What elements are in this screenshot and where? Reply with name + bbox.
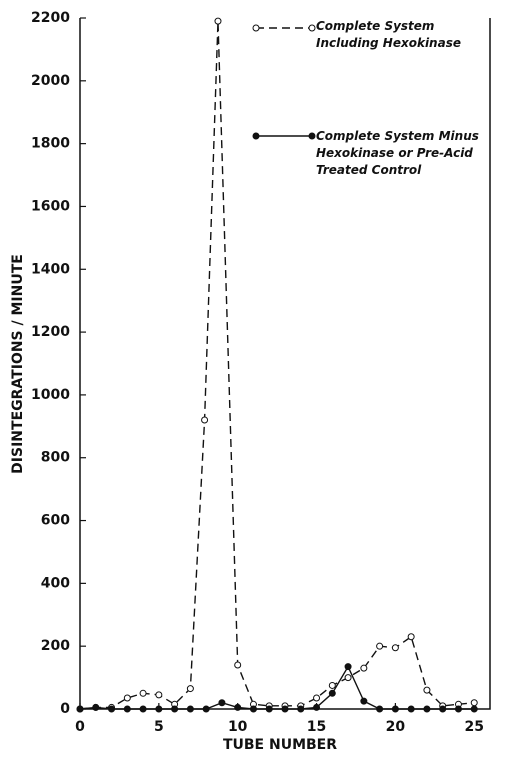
data-point: [201, 416, 209, 424]
x-tick-label: 10: [228, 719, 248, 735]
data-point: [186, 705, 194, 713]
data-point: [265, 705, 273, 713]
data-point: [391, 705, 399, 713]
data-point: [470, 705, 478, 713]
data-point: [281, 705, 289, 713]
x-axis-label: TUBE NUMBER: [223, 737, 337, 753]
data-point: [155, 691, 163, 699]
data-point: [313, 703, 321, 711]
y-axis-label: DISINTEGRATIONS / MINUTE: [10, 254, 26, 474]
data-point: [234, 661, 242, 669]
data-point: [423, 686, 431, 694]
data-point: [470, 699, 478, 707]
data-point: [344, 663, 352, 671]
y-tick-label: 400: [41, 575, 70, 591]
data-point: [407, 633, 415, 641]
data-point: [407, 705, 415, 713]
data-point: [92, 703, 100, 711]
data-point: [155, 705, 163, 713]
x-tick-label: 5: [154, 719, 164, 735]
data-point: [139, 705, 147, 713]
data-point: [376, 705, 384, 713]
data-point: [328, 681, 336, 689]
y-tick-label: 1200: [31, 324, 70, 340]
data-point: [391, 644, 399, 652]
legend-marker: [308, 132, 316, 140]
data-point: [249, 705, 257, 713]
legend-marker: [252, 132, 260, 140]
data-point: [360, 664, 368, 672]
data-point: [214, 17, 222, 25]
data-point: [139, 689, 147, 697]
data-point: [313, 694, 321, 702]
data-point: [171, 705, 179, 713]
y-tick-label: 0: [60, 701, 70, 717]
y-tick-label: 800: [41, 450, 70, 466]
data-point: [344, 674, 352, 682]
x-tick-label: 25: [464, 719, 483, 735]
data-point: [76, 705, 84, 713]
x-tick-label: 20: [386, 719, 406, 735]
y-tick-label: 2000: [31, 73, 70, 89]
data-point: [454, 705, 462, 713]
data-point: [376, 642, 384, 650]
x-tick-label: 15: [307, 719, 326, 735]
legend-marker: [308, 24, 316, 32]
legend-label: Complete System Minus Hexokinase or Pre-…: [316, 129, 479, 177]
data-point: [439, 705, 447, 713]
axes: [79, 18, 491, 710]
data-line: [79, 665, 475, 710]
data-point: [423, 705, 431, 713]
y-tick-label: 2200: [31, 10, 70, 26]
data-point: [202, 705, 210, 713]
y-tick-label: 1400: [31, 261, 70, 277]
data-line: [79, 21, 475, 710]
data-point: [234, 703, 242, 711]
data-point: [360, 697, 368, 705]
data-point: [297, 705, 305, 713]
y-tick-label: 200: [41, 638, 70, 654]
y-tick-label: 600: [41, 513, 70, 529]
y-tick-label: 1000: [31, 387, 70, 403]
data-point: [186, 685, 194, 693]
data-point: [123, 705, 131, 713]
legend-marker: [252, 24, 260, 32]
y-tick-label: 1800: [31, 136, 70, 152]
data-point: [328, 689, 336, 697]
y-tick-label: 1600: [31, 198, 70, 214]
data-point: [218, 699, 226, 707]
x-tick-label: 0: [75, 719, 85, 735]
data-point: [108, 705, 116, 713]
legend-label: Complete System Including Hexokinase: [316, 19, 461, 50]
data-point: [123, 694, 131, 702]
